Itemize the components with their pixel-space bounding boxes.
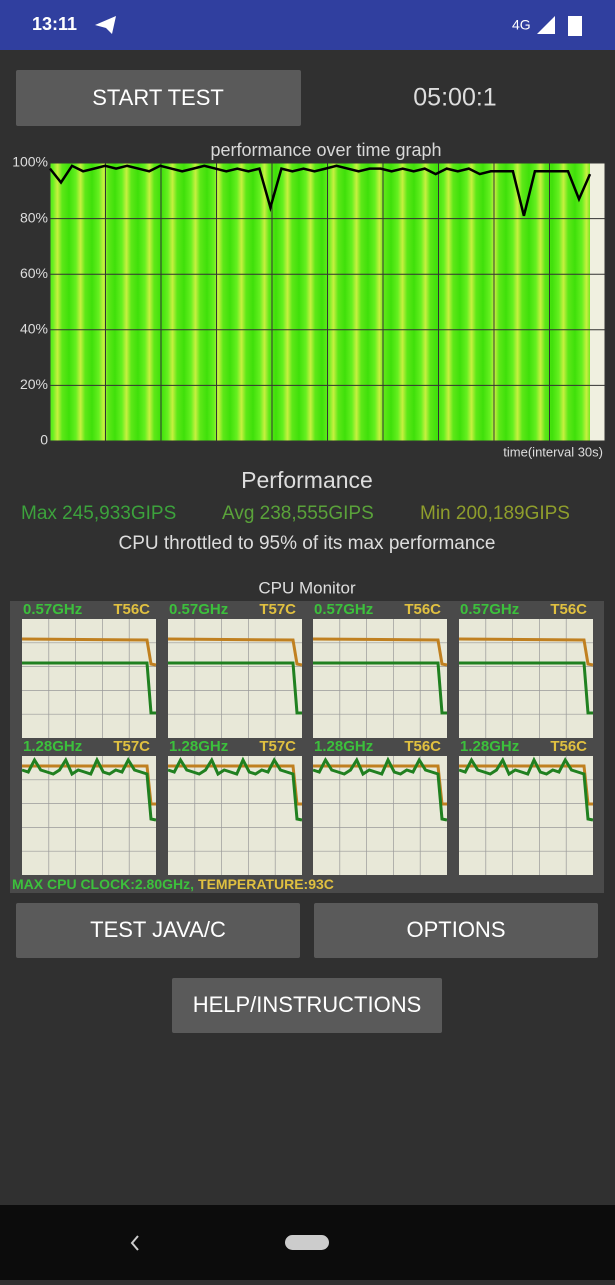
core-temp: T56C — [113, 601, 150, 618]
core-temp-trace — [21, 637, 157, 667]
core-temp: T56C — [550, 601, 587, 618]
temperature: TEMPERATURE:93C — [198, 876, 334, 892]
back-button[interactable] — [130, 1235, 139, 1251]
start-button[interactable] — [16, 70, 301, 126]
core-freq-trace — [168, 661, 302, 715]
y-tick-label: 60% — [20, 265, 48, 281]
battery-icon — [568, 16, 582, 36]
core-freq: 1.28GHz — [314, 738, 373, 755]
graph-title: performance over time graph — [210, 140, 441, 160]
core-freq-trace — [312, 756, 448, 822]
core-temp-trace — [458, 637, 594, 667]
core-temp: T57C — [113, 738, 150, 755]
core-graph — [313, 619, 447, 738]
core-temp: T57C — [259, 738, 296, 755]
core-temp: T57C — [259, 601, 296, 618]
cpu-monitor-title: CPU Monitor — [258, 578, 356, 597]
core-freq: 1.28GHz — [460, 738, 519, 755]
core-graph — [168, 756, 302, 875]
options-button-label[interactable]: OPTIONS — [406, 917, 505, 942]
core-freq: 1.28GHz — [169, 738, 228, 755]
core-graph — [313, 756, 447, 875]
core-freq: 0.57GHz — [314, 601, 373, 618]
avg-perf: Avg 238,555GIPS — [222, 503, 374, 524]
core-temp: T56C — [404, 601, 441, 618]
performance-line — [49, 164, 592, 217]
max-clock: MAX CPU CLOCK:2.80GHz, — [12, 876, 194, 892]
help-button-label[interactable]: HELP/INSTRUCTIONS — [193, 992, 422, 1017]
core-graph — [168, 619, 302, 738]
core-freq: 1.28GHz — [23, 738, 82, 755]
help-button[interactable] — [172, 978, 442, 1033]
min-perf: Min 200,189GIPS — [420, 503, 570, 524]
timer: 05:00:1 — [413, 84, 496, 112]
core-graph — [22, 619, 156, 738]
core-freq-trace — [21, 756, 157, 822]
core-freq-trace — [167, 756, 303, 822]
y-tick-label: 20% — [20, 376, 48, 392]
core-graph — [459, 619, 593, 738]
core-freq: 0.57GHz — [169, 601, 228, 618]
y-tick-label: 100% — [12, 154, 48, 170]
start-button-label[interactable]: START TEST — [92, 85, 224, 110]
y-tick-label: 40% — [20, 321, 48, 337]
max-perf: Max 245,933GIPS — [21, 503, 176, 524]
throttle-text: CPU throttled to 95% of its max performa… — [119, 533, 496, 554]
test-button[interactable] — [16, 903, 300, 958]
core-temp: T56C — [550, 738, 587, 755]
signal-icon — [537, 16, 555, 34]
core-freq-trace — [459, 661, 593, 715]
home-button[interactable] — [285, 1235, 329, 1250]
cpu-monitor-footer: MAX CPU CLOCK:2.80GHz, TEMPERATURE:93C — [12, 876, 334, 892]
core-temp-trace — [167, 637, 303, 667]
core-freq-trace — [22, 661, 156, 715]
core-temp-trace — [312, 637, 448, 667]
core-freq-trace — [458, 756, 594, 822]
x-axis-label: time(interval 30s) — [503, 444, 603, 459]
graph-fill — [50, 163, 590, 441]
performance-title: Performance — [241, 467, 373, 493]
core-freq-trace — [313, 661, 447, 715]
core-freq: 0.57GHz — [23, 601, 82, 618]
y-tick-label: 0 — [40, 432, 48, 448]
core-freq: 0.57GHz — [460, 601, 519, 618]
network: 4G — [512, 17, 531, 33]
core-temp: T56C — [404, 738, 441, 755]
options-button[interactable] — [314, 903, 598, 958]
y-tick-label: 80% — [20, 209, 48, 225]
core-graph — [459, 756, 593, 875]
status-time: 13:11 — [32, 14, 77, 34]
core-graph — [22, 756, 156, 875]
test-button-label[interactable]: TEST JAVA/C — [90, 917, 226, 942]
telegram-icon — [95, 16, 116, 34]
